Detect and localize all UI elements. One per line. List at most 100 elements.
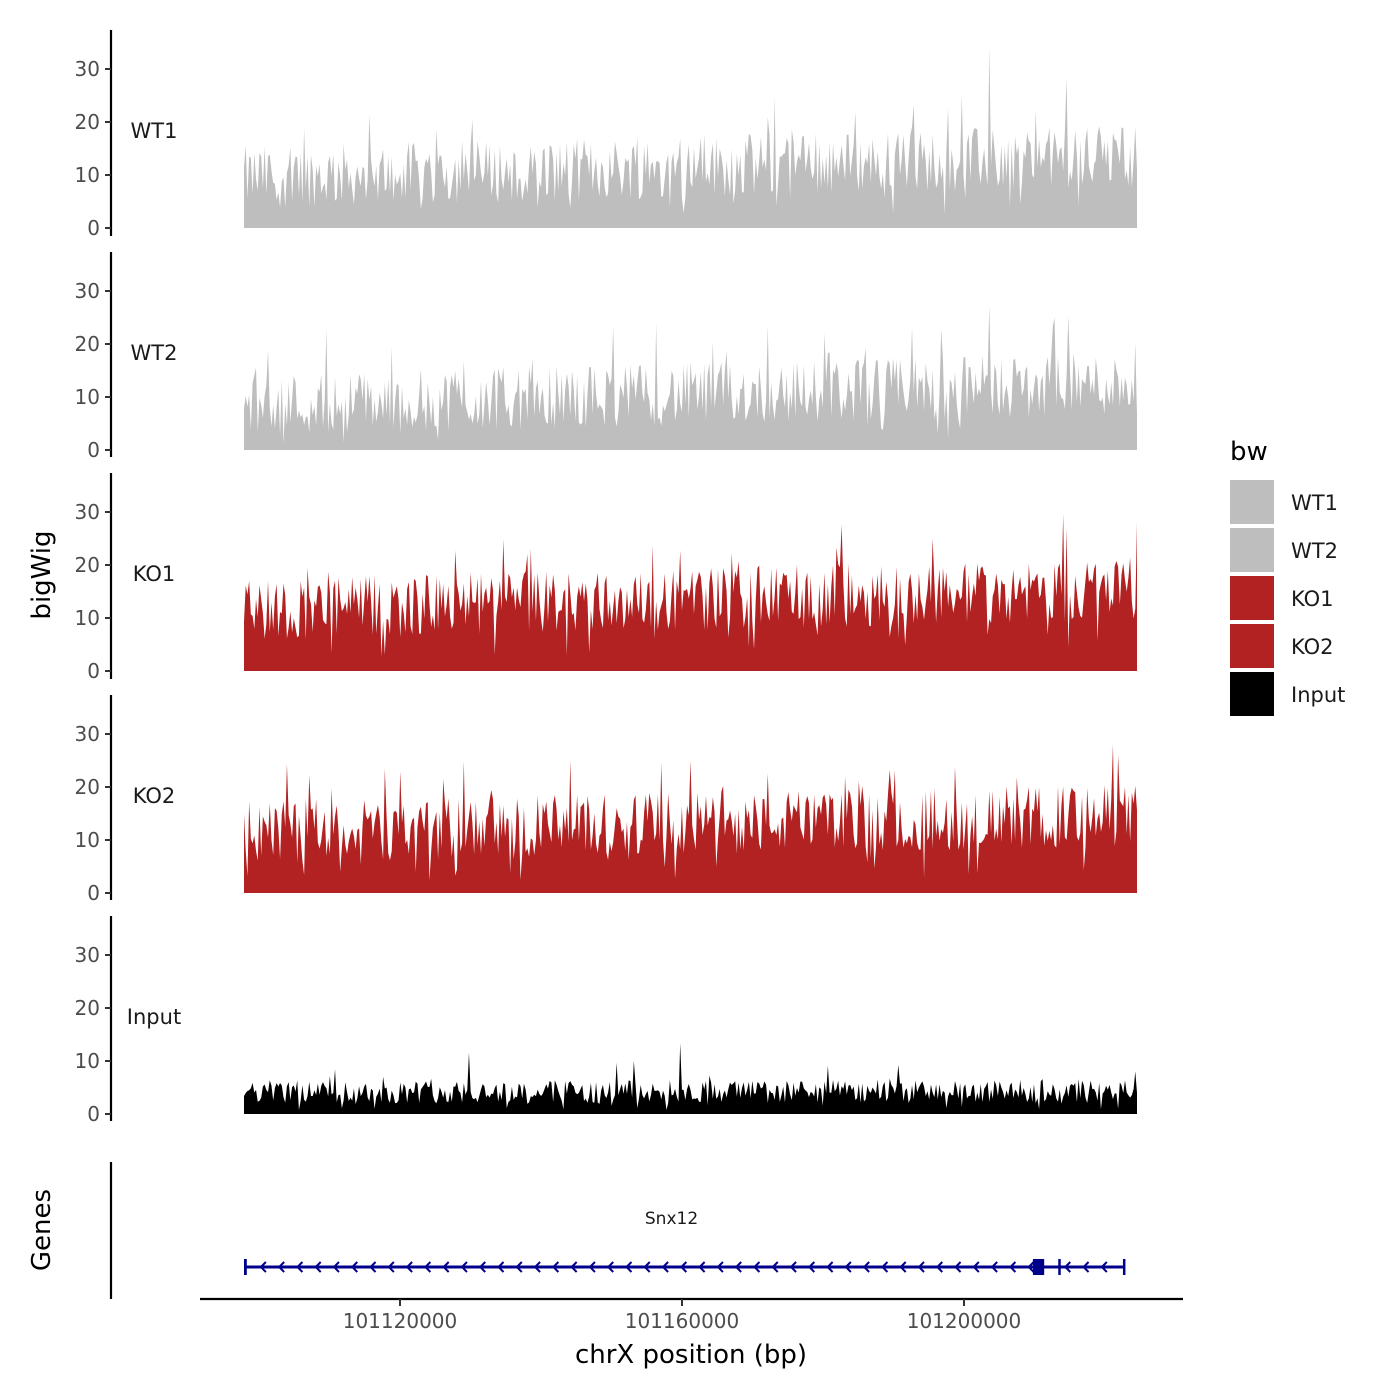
y-tick-label-WT1-20: 20 <box>75 110 100 134</box>
strand-arrow <box>606 1261 614 1273</box>
y-tick-label-Input-30: 30 <box>75 943 100 967</box>
y-tick-label-WT1-0: 0 <box>87 216 100 240</box>
y-tick-label-WT1-30: 30 <box>75 57 100 81</box>
strand-arrow <box>698 1261 706 1273</box>
x-tick-label-101200000: 101200000 <box>907 1309 1022 1333</box>
y-tick-label-WT1-10: 10 <box>75 163 100 187</box>
legend-label-Input: Input <box>1291 683 1345 707</box>
gene-name-label: Snx12 <box>645 1209 698 1229</box>
signal-area-KO2 <box>244 744 1137 893</box>
strand-arrow <box>551 1261 560 1273</box>
y-tick-label-Input-10: 10 <box>75 1049 100 1073</box>
strand-arrow <box>296 1261 304 1273</box>
legend-key-KO2 <box>1230 624 1274 668</box>
track-label-WT2: WT2 <box>131 341 178 365</box>
strand-arrow <box>661 1261 669 1273</box>
y-tick-label-KO1-20: 20 <box>75 553 100 577</box>
signal-area-WT2 <box>244 305 1137 450</box>
strand-arrow <box>570 1261 578 1273</box>
x-axis-title: chrX position (bp) <box>575 1340 807 1370</box>
exon <box>1122 1259 1126 1275</box>
x-tick-label-101120000: 101120000 <box>343 1309 458 1333</box>
track-label-KO2: KO2 <box>133 784 176 808</box>
y-tick-label-WT2-20: 20 <box>75 332 100 356</box>
strand-arrow <box>844 1261 852 1273</box>
strand-arrow <box>588 1261 596 1273</box>
strand-arrow <box>497 1261 505 1273</box>
legend-label-WT1: WT1 <box>1291 491 1338 515</box>
y-tick-label-Input-20: 20 <box>75 996 100 1020</box>
signal-area-Input <box>244 1043 1137 1114</box>
strand-arrow <box>899 1261 907 1273</box>
strand-arrow <box>332 1261 340 1273</box>
strand-arrow <box>387 1261 395 1273</box>
legend-key-WT1 <box>1230 480 1274 524</box>
y-tick-label-Input-0: 0 <box>87 1102 100 1126</box>
strand-arrow <box>1082 1261 1090 1273</box>
strand-arrow <box>423 1261 432 1273</box>
signal-area-KO1 <box>244 513 1137 671</box>
legend: bw WT1 WT2 KO1 KO2 Input <box>1230 437 1345 716</box>
legend-key-KO1 <box>1230 576 1274 620</box>
legend-label-KO1: KO1 <box>1291 587 1334 611</box>
track-WT2: 0 10 20 30 WT2 <box>75 252 1137 462</box>
legend-label-KO2: KO2 <box>1291 635 1334 659</box>
tracks-layer: 0 10 20 30 WT1 0 10 20 30 WT2 0 10 20 30 KO1 0 10 20 30 KO2… <box>75 30 1137 1126</box>
strand-arrow <box>826 1261 834 1273</box>
y-tick-label-KO2-0: 0 <box>87 881 100 905</box>
strand-arrow <box>972 1261 980 1273</box>
y-tick-label-KO1-0: 0 <box>87 659 100 683</box>
genes-axis-title: Genes <box>27 1189 57 1271</box>
strand-arrow <box>643 1261 651 1273</box>
legend-key-WT2 <box>1230 528 1274 572</box>
signal-area-WT1 <box>244 46 1137 229</box>
strand-arrow <box>515 1261 523 1273</box>
strand-arrow <box>734 1261 742 1273</box>
strand-arrow <box>771 1261 779 1273</box>
strand-arrow <box>753 1261 761 1273</box>
strand-arrow <box>679 1261 688 1273</box>
legend-label-WT2: WT2 <box>1291 539 1338 563</box>
strand-arrow <box>1009 1261 1017 1273</box>
strand-arrow <box>442 1261 450 1273</box>
y-axis-title: bigWig <box>27 530 57 619</box>
strand-arrow <box>917 1261 925 1273</box>
y-tick-label-WT2-10: 10 <box>75 385 100 409</box>
strand-arrow <box>1063 1261 1071 1273</box>
strand-arrow <box>807 1261 816 1273</box>
strand-arrow <box>405 1261 413 1273</box>
track-KO1: 0 10 20 30 KO1 <box>75 473 1137 683</box>
strand-arrow <box>350 1261 358 1273</box>
exon <box>1058 1259 1061 1275</box>
strand-arrow <box>314 1261 322 1273</box>
strand-arrow <box>460 1261 468 1273</box>
strand-arrow <box>1100 1261 1108 1273</box>
track-label-KO1: KO1 <box>133 562 176 586</box>
track-label-WT1: WT1 <box>131 119 178 143</box>
track-WT1: 0 10 20 30 WT1 <box>75 30 1137 240</box>
strand-arrow <box>478 1261 486 1273</box>
strand-arrow <box>1027 1261 1035 1273</box>
x-axis: 101120000 101160000 101200000 <box>200 1297 1183 1333</box>
strand-arrow <box>716 1261 724 1273</box>
exon <box>244 1259 247 1275</box>
y-tick-label-KO2-10: 10 <box>75 828 100 852</box>
y-tick-label-KO2-30: 30 <box>75 722 100 746</box>
strand-arrow <box>277 1261 285 1273</box>
strand-arrow <box>533 1261 541 1273</box>
strand-arrow <box>990 1261 998 1273</box>
exon <box>1032 1259 1045 1275</box>
y-tick-label-WT2-30: 30 <box>75 279 100 303</box>
track-label-Input: Input <box>127 1005 181 1029</box>
strand-arrow <box>625 1261 633 1273</box>
gene-track: Snx12 <box>109 1162 1126 1299</box>
y-tick-label-KO1-30: 30 <box>75 500 100 524</box>
strand-arrow <box>954 1261 962 1273</box>
legend-key-Input <box>1230 672 1274 716</box>
strand-arrow <box>789 1261 797 1273</box>
strand-arrow <box>935 1261 944 1273</box>
y-tick-label-WT2-0: 0 <box>87 438 100 462</box>
x-tick-label-101160000: 101160000 <box>625 1309 740 1333</box>
track-Input: 0 10 20 30 Input <box>75 916 1137 1126</box>
